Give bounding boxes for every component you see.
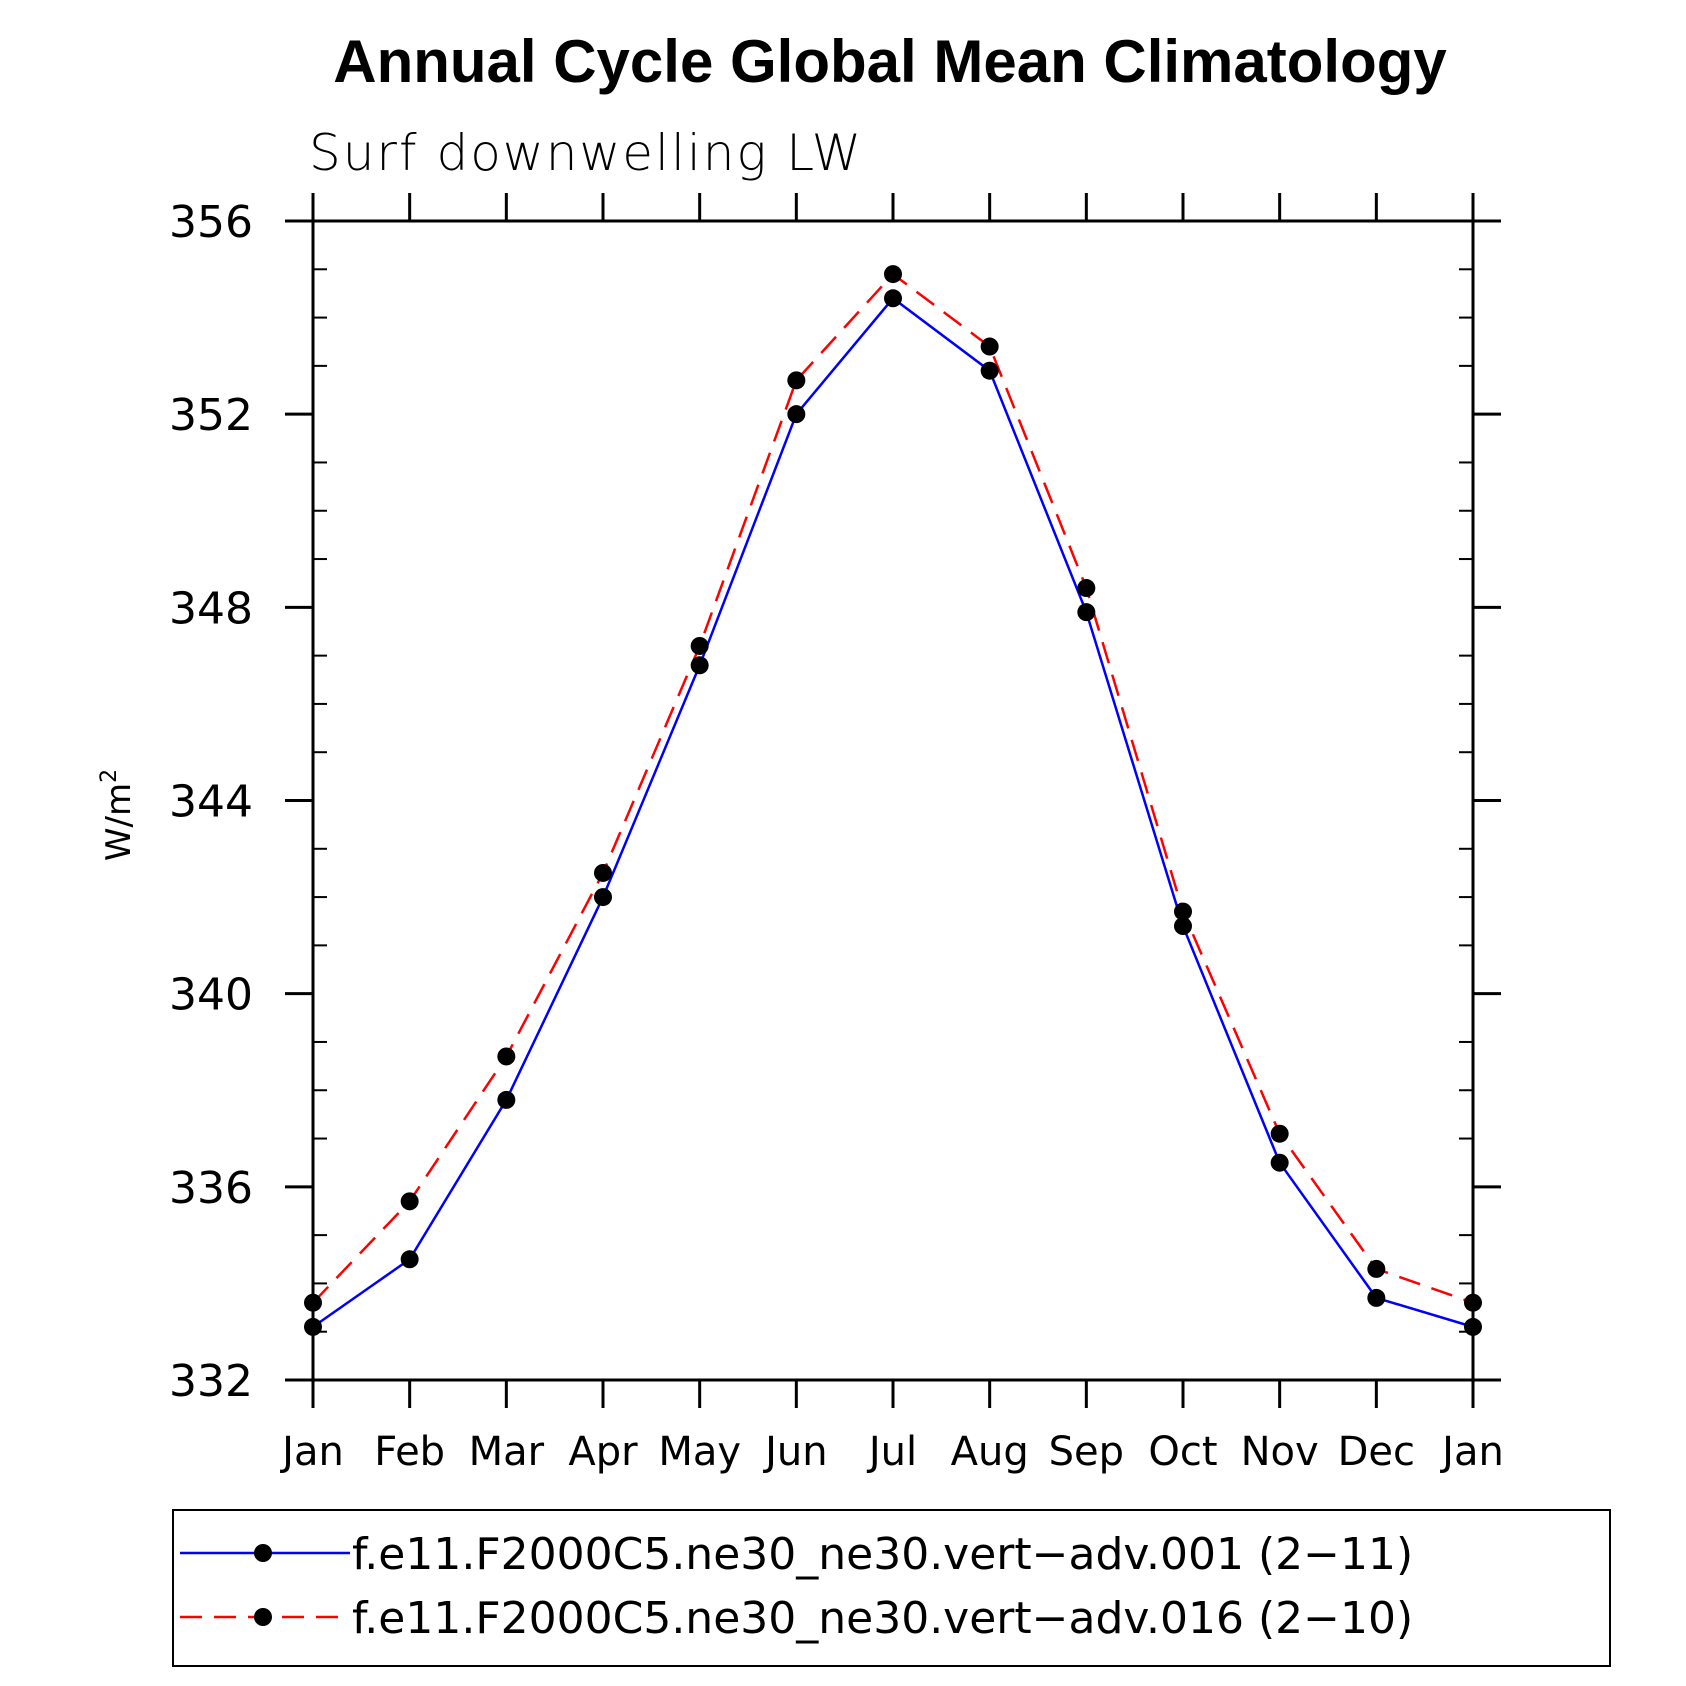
series-2-point <box>980 337 999 356</box>
series-1-point <box>1367 1288 1386 1307</box>
series-1-point <box>1174 917 1192 936</box>
series-1-point <box>304 1317 322 1336</box>
y-tick-label: 348 <box>169 583 253 634</box>
series-2-point <box>884 265 902 284</box>
y-axis-label: W/m2 <box>97 769 139 861</box>
x-tick-label: Jul <box>866 1429 917 1475</box>
series-1-point <box>690 656 709 675</box>
series-2-point <box>594 863 612 882</box>
series-1-point <box>980 361 999 380</box>
series-2-point <box>1077 579 1096 598</box>
series-1-point <box>594 888 612 907</box>
x-tick-label: Apr <box>568 1429 638 1475</box>
series-2-point <box>497 1047 516 1066</box>
series-2-point <box>690 636 709 655</box>
x-tick-label: Sep <box>1049 1429 1124 1475</box>
series-1-point <box>1270 1153 1289 1172</box>
legend-label-2: f.e11.F2000C5.ne30_ne30.vert−adv.016 (2−… <box>352 1593 1413 1644</box>
legend-marker-1 <box>254 1544 272 1562</box>
legend-label-1: f.e11.F2000C5.ne30_ne30.vert−adv.001 (2−… <box>352 1529 1413 1580</box>
x-axis: Jan Feb Mar Apr May Jun Jul Aug Sep Oct Nov Dec Jan <box>279 193 1504 1475</box>
series-line-1 <box>312 296 1474 1329</box>
series-1-point <box>1077 603 1096 622</box>
y-axis-label-base: W/m <box>99 783 139 861</box>
legend-marker-2 <box>254 1608 272 1626</box>
series-1-point <box>497 1090 516 1109</box>
series-2-point <box>1270 1124 1289 1143</box>
series-2-point <box>1367 1259 1386 1278</box>
legend: f.e11.F2000C5.ne30_ne30.vert−adv.001 (2−… <box>172 1509 1611 1667</box>
series-2-point <box>400 1192 419 1211</box>
series-layer <box>304 265 1482 1336</box>
series-1-point <box>787 405 806 424</box>
x-tick-label: May <box>658 1429 741 1475</box>
x-tick-label: Jun <box>762 1429 828 1475</box>
chart-title: Annual Cycle Global Mean Climatology <box>333 28 1447 95</box>
plot-area: Jan Feb Mar Apr May Jun Jul Aug Sep Oct Nov Dec Jan … <box>169 193 1504 1475</box>
x-tick-label: Oct <box>1148 1429 1217 1475</box>
plot-frame <box>311 219 1475 1382</box>
y-tick-label: 340 <box>169 970 253 1021</box>
series-1-point <box>1464 1317 1482 1336</box>
legend-box <box>172 1509 1611 1667</box>
series-2-point <box>1464 1293 1482 1312</box>
series-2-point <box>1174 902 1192 921</box>
x-tick-label: Jan <box>279 1429 344 1475</box>
x-tick-label: Aug <box>951 1429 1029 1475</box>
y-axis-label-superscript: 2 <box>97 769 122 783</box>
x-tick-label: Mar <box>469 1429 545 1475</box>
x-tick-label: Feb <box>374 1429 445 1475</box>
y-tick-label: 332 <box>169 1356 253 1407</box>
series-1-point <box>884 289 902 308</box>
x-tick-label: Jan <box>1439 1429 1504 1475</box>
series-line-2 <box>312 272 1474 1304</box>
y-axis: 332 336 340 344 348 352 356 <box>169 197 1501 1407</box>
series-1-point <box>400 1250 419 1269</box>
series-2-point <box>304 1293 322 1312</box>
y-tick-label: 336 <box>169 1163 253 1214</box>
x-tick-label: Dec <box>1338 1429 1415 1475</box>
series-2-point <box>787 371 806 390</box>
y-tick-label: 344 <box>169 777 253 828</box>
y-tick-label: 352 <box>169 390 253 441</box>
chart-subtitle: Surf downwelling LW <box>309 124 863 182</box>
y-tick-label: 356 <box>169 197 253 248</box>
x-tick-label: Nov <box>1241 1429 1319 1475</box>
